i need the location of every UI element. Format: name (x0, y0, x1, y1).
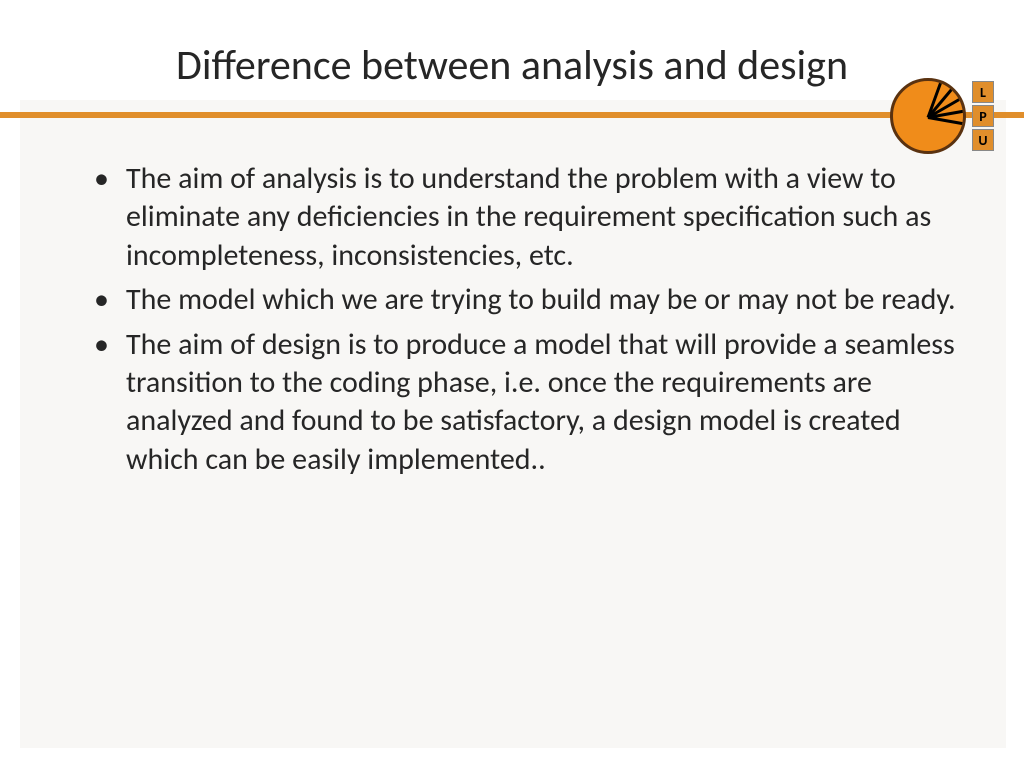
logo-sunburst-icon (890, 78, 966, 154)
horizontal-rule (0, 112, 1024, 118)
slide-body: The aim of analysis is to understand the… (90, 160, 964, 485)
slide-title: Difference between analysis and design (0, 40, 1024, 91)
bullet-item: The aim of design is to produce a model … (90, 326, 964, 480)
bullet-list: The aim of analysis is to understand the… (90, 160, 964, 479)
logo-letter-p: P (972, 105, 994, 127)
logo-letter-u: U (972, 129, 994, 151)
bullet-item: The model which we are trying to build m… (90, 281, 964, 319)
logo-letter-l: L (972, 81, 994, 103)
lpu-logo: L P U (890, 78, 994, 154)
logo-letter-stack: L P U (972, 81, 994, 151)
bullet-item: The aim of analysis is to understand the… (90, 160, 964, 275)
